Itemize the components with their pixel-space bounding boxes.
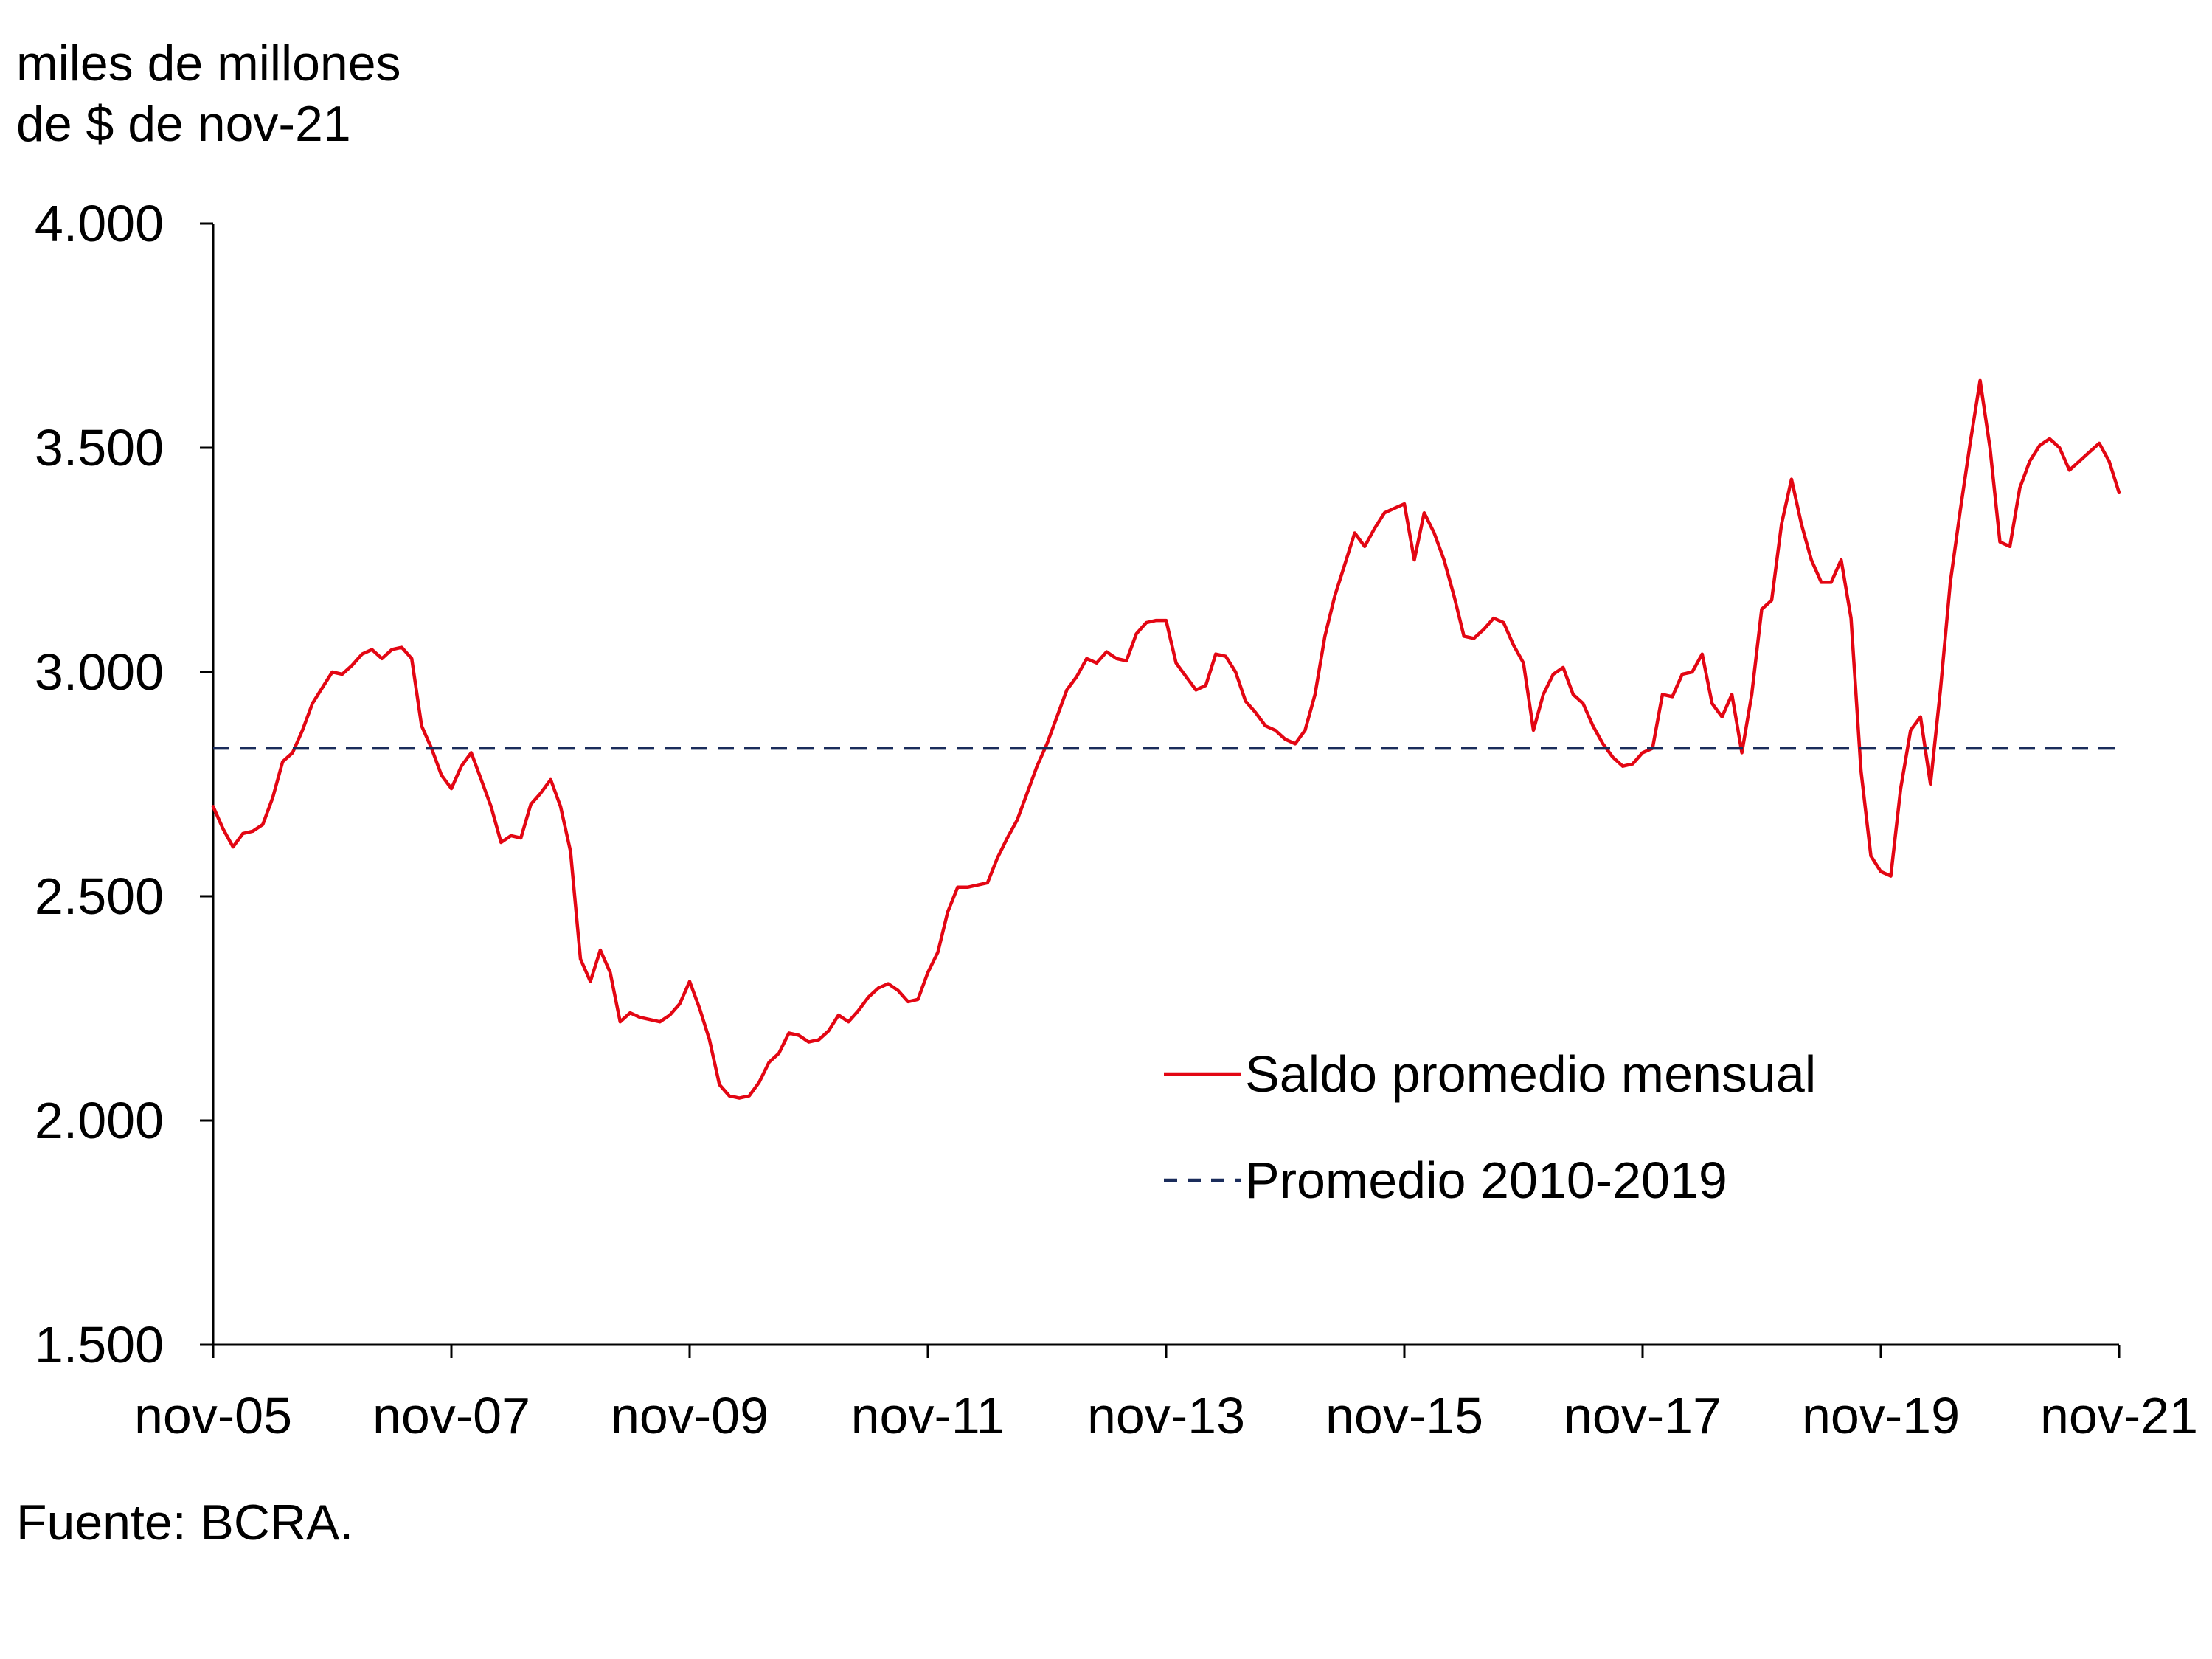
x-axis-ticks: nov-05 nov-07 nov-09 nov-11 nov-13 nov-15 nov-… — [134, 1345, 2198, 1444]
legend-item-saldo-label: Saldo promedio mensual — [1245, 1045, 1816, 1103]
axes — [212, 224, 2119, 1346]
x-tick-label: nov-11 — [851, 1387, 1005, 1444]
y-axis-ticks: 4.000 3.500 3.000 2.500 2.000 1.500 — [35, 195, 213, 1374]
y-tick-label: 2.000 — [35, 1092, 164, 1149]
series-line-saldo-promedio-mensual — [211, 378, 2121, 1100]
y-tick-label: 3.000 — [35, 643, 164, 701]
y-tick-label: 3.500 — [35, 419, 164, 477]
y-axis-unit-label-line-1: miles de millones — [16, 35, 401, 91]
x-tick-label: nov-13 — [1087, 1387, 1245, 1444]
x-tick-label: nov-17 — [1564, 1387, 1722, 1444]
y-tick-label: 2.500 — [35, 867, 164, 925]
source-note: Fuente: BCRA. — [16, 1495, 354, 1551]
x-tick-label: nov-15 — [1325, 1387, 1483, 1444]
x-tick-label: nov-05 — [134, 1387, 292, 1444]
legend: Saldo promedio mensual Promedio 2010-2019 — [1164, 1045, 1816, 1209]
legend-item-promedio-label: Promedio 2010-2019 — [1245, 1151, 1727, 1209]
x-tick-label: nov-09 — [611, 1387, 769, 1444]
x-tick-label: nov-19 — [1802, 1387, 1960, 1444]
series-layer — [211, 378, 2121, 1100]
y-axis-unit-label-line-2: de $ de nov-21 — [16, 96, 351, 152]
x-tick-label: nov-07 — [372, 1387, 530, 1444]
y-tick-label: 1.500 — [35, 1316, 164, 1374]
y-tick-label: 4.000 — [35, 195, 164, 252]
x-tick-label: nov-21 — [2040, 1387, 2198, 1444]
